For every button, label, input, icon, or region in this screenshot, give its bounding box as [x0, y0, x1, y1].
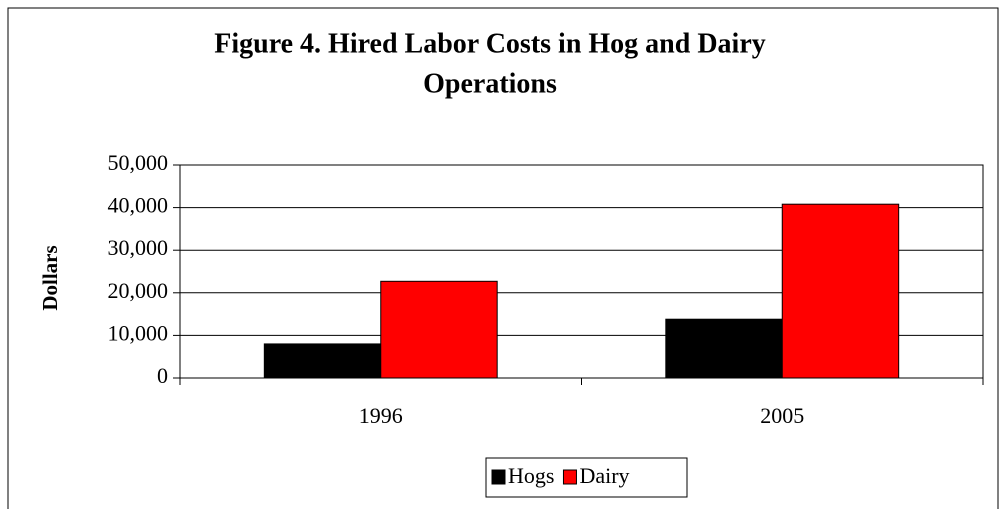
legend-swatch: [491, 469, 506, 485]
y-tick-label: 30,000: [108, 235, 169, 260]
legend-swatch: [562, 469, 577, 485]
chart-title: Figure 4. Hired Labor Costs in Hog and D…: [214, 28, 766, 59]
x-tick-label: 1996: [359, 403, 403, 428]
y-tick-label: 50,000: [108, 150, 169, 175]
y-tick-label: 10,000: [108, 320, 169, 345]
chart-title: Operations: [423, 68, 557, 99]
legend-box: [485, 457, 688, 498]
y-axis-label: Dollars: [38, 245, 62, 310]
y-tick-label: 0: [157, 363, 168, 388]
x-tick-label: 2005: [760, 403, 804, 428]
y-tick-label: 40,000: [108, 193, 169, 218]
bar: [781, 203, 900, 379]
bar: [665, 318, 783, 379]
legend-label: Dairy: [579, 463, 629, 488]
legend-label: Hogs: [508, 463, 554, 488]
bar: [380, 280, 498, 379]
y-tick-label: 20,000: [108, 278, 169, 303]
bar: [263, 343, 382, 379]
